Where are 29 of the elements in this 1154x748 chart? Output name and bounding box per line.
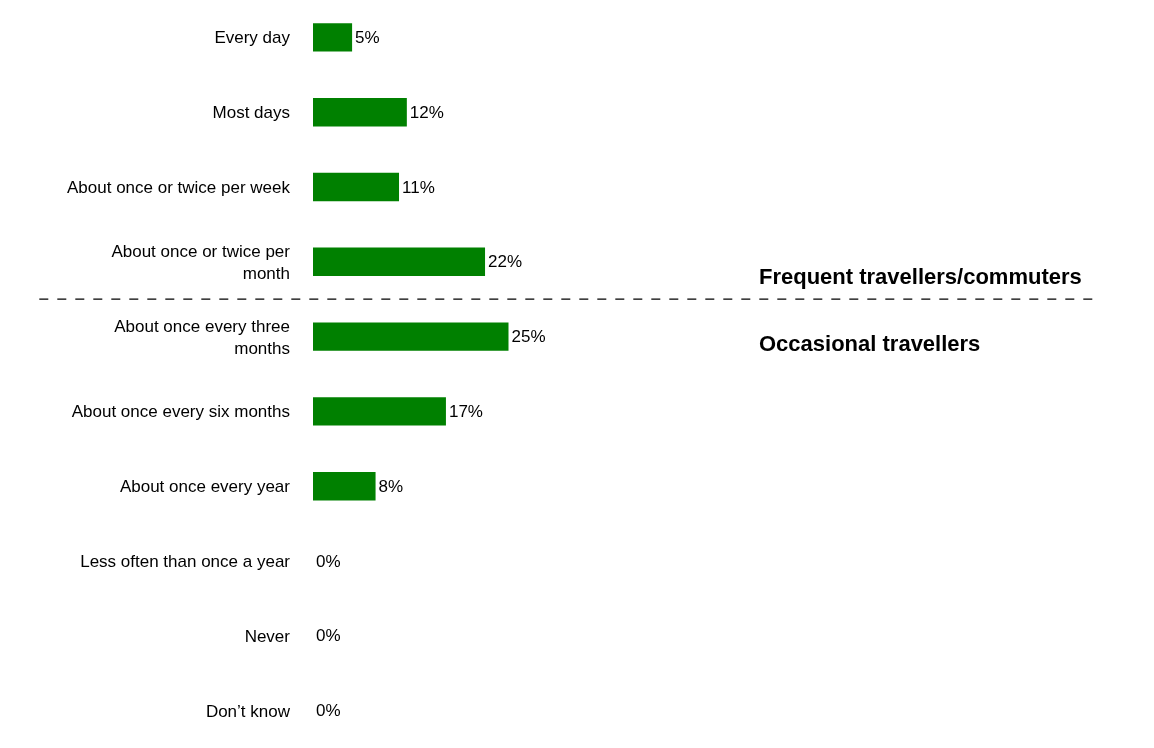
data-label: 0% [316, 551, 341, 571]
y-tick-label: Less often than once a year [80, 551, 291, 571]
annotation: Occasional travellers [759, 331, 981, 356]
data-label: 0% [316, 626, 341, 646]
bar [313, 322, 509, 351]
y-tick-label: Never [244, 626, 291, 646]
data-label: 25% [511, 327, 546, 347]
y-tick-label: Don’t know [205, 701, 291, 721]
bar [313, 172, 400, 202]
bar [313, 397, 446, 426]
data-label: 22% [488, 252, 523, 272]
y-tick-label: Most days [212, 103, 290, 123]
bar [313, 471, 376, 501]
y-tick-label: About once or twice per month [111, 241, 291, 283]
data-label: 12% [409, 102, 444, 122]
data-label: 17% [448, 401, 483, 421]
bar [313, 97, 407, 127]
y-tick-label: About once every year [119, 477, 291, 497]
bar [313, 23, 353, 52]
data-label: 5% [355, 27, 380, 47]
annotation: Frequent travellers/commuters [759, 264, 1082, 289]
data-label: 8% [378, 476, 404, 496]
bar [313, 247, 486, 277]
y-tick-label: About once every three months [114, 316, 290, 358]
y-tick-label: About once or twice per week [66, 177, 291, 197]
data-label: 0% [316, 701, 341, 721]
data-label: 11% [402, 177, 435, 197]
y-tick-label: About once every six months [71, 402, 290, 422]
y-tick-label: Every day [214, 28, 291, 48]
